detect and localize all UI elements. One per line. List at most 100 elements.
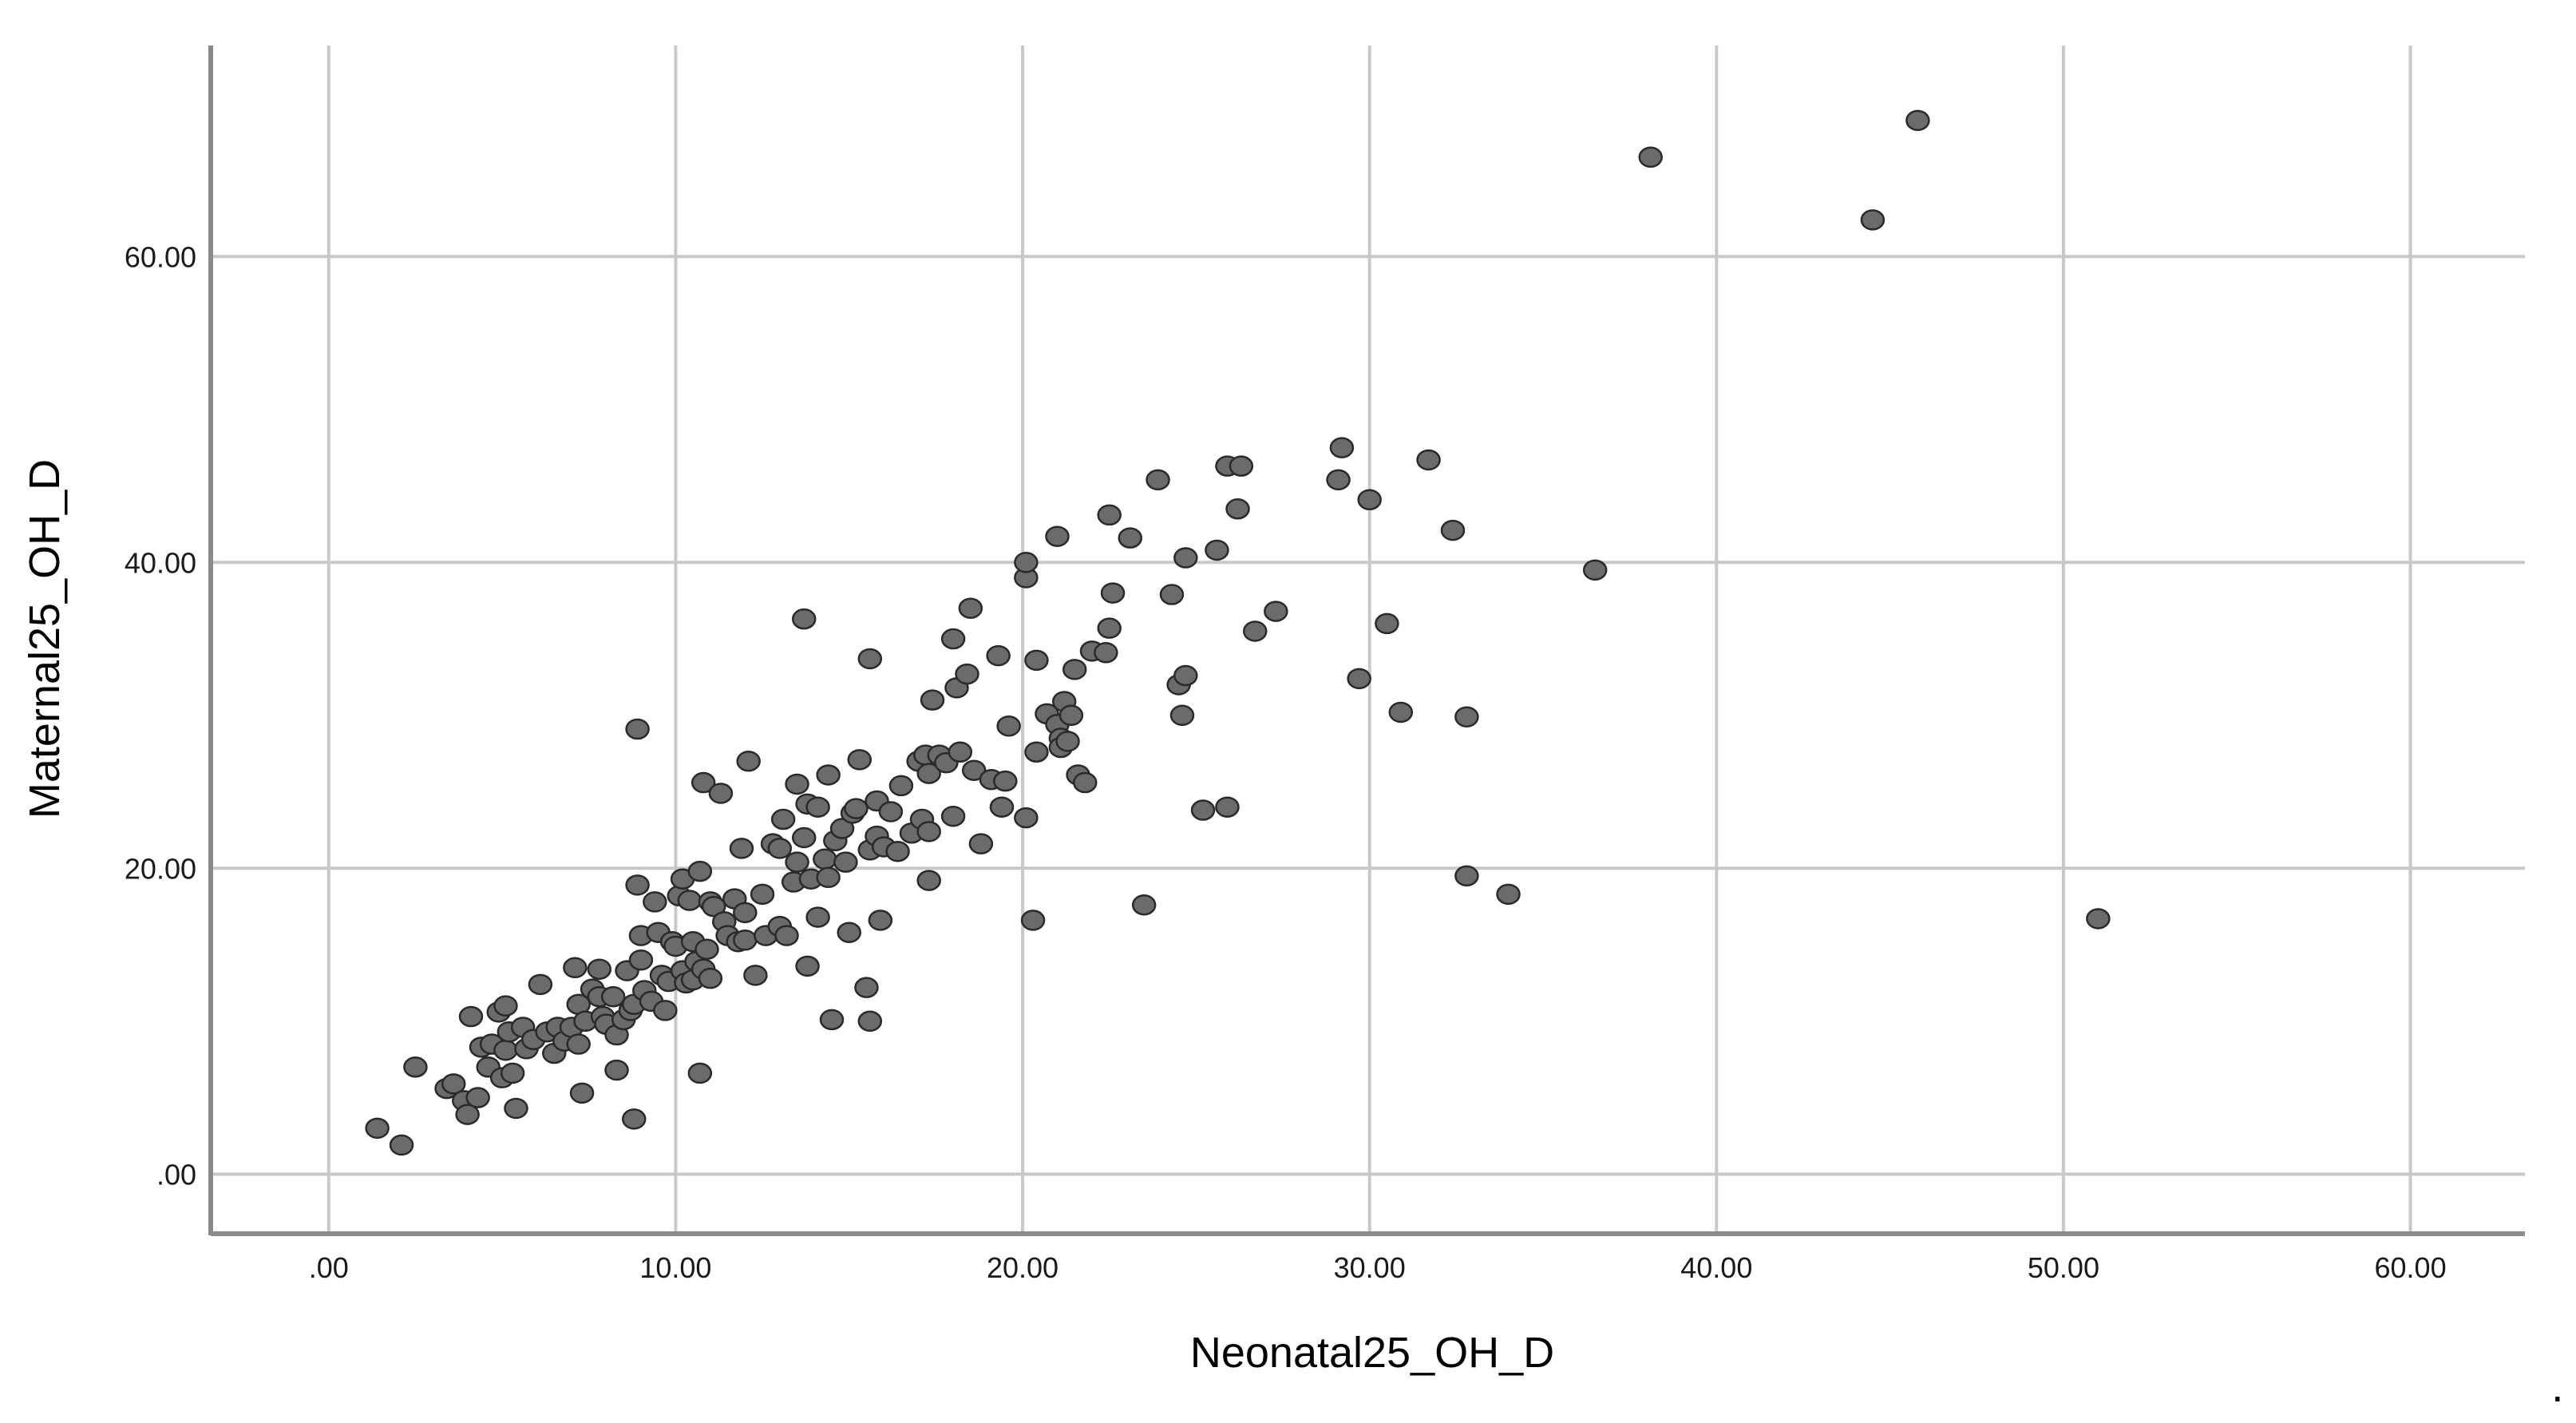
scatter-point xyxy=(701,895,726,918)
scatter-point xyxy=(1440,519,1466,541)
scatter-point xyxy=(1020,910,1046,931)
scatter-point xyxy=(1496,883,1521,906)
x-axis-label: Neonatal25_OH_D xyxy=(1190,1329,1554,1377)
scatter-point xyxy=(774,925,799,946)
x-tick-label: 40.00 xyxy=(1680,1251,1752,1284)
tick-labels: .00 10.00 20.00 30.00 40.00 50.00 60.00 .00 20.0… xyxy=(125,240,2447,1284)
y-tick-label: 20.00 xyxy=(125,852,196,885)
scatter-point xyxy=(1638,146,1663,168)
scatter-point xyxy=(791,826,817,849)
scatter-point xyxy=(1190,799,1216,821)
scatter-point xyxy=(677,890,702,911)
scatter-point xyxy=(916,870,941,891)
scatter-point xyxy=(868,910,893,931)
scatter-point xyxy=(653,1000,678,1021)
scatter-point xyxy=(604,1059,629,1081)
scatter-point xyxy=(1326,469,1351,491)
grid-lines xyxy=(211,46,2525,1234)
scatter-point xyxy=(1388,701,1414,723)
scatter-point xyxy=(1131,894,1157,916)
scatter-point xyxy=(996,715,1021,737)
scatter-point xyxy=(837,922,861,943)
scatter-point xyxy=(625,874,650,896)
scatter-point xyxy=(857,1010,883,1033)
scatter-point xyxy=(458,1005,484,1028)
scatter-point xyxy=(816,866,841,889)
scatter-point xyxy=(743,965,768,986)
scatter-point xyxy=(733,930,758,951)
scatter-point xyxy=(1264,601,1288,622)
scatter-point xyxy=(844,798,869,819)
scatter-point xyxy=(566,1033,591,1055)
y-tick-label: .00 xyxy=(156,1158,196,1191)
trailing-mark: . xyxy=(2551,1361,2564,1411)
scatter-point xyxy=(643,891,667,913)
scatter-point xyxy=(1347,668,1371,690)
scatter-point xyxy=(493,995,518,1017)
scatter-point xyxy=(940,628,966,650)
scatter-point xyxy=(1173,664,1198,687)
scatter-point xyxy=(465,1087,490,1108)
scatter-point xyxy=(1024,741,1049,763)
scatter-point xyxy=(1073,771,1098,794)
scatter-point xyxy=(805,906,830,928)
scatter-point xyxy=(916,763,941,784)
scatter-point xyxy=(955,663,979,685)
scatter-point xyxy=(733,902,758,924)
scatter-point xyxy=(441,1073,466,1095)
scatter-point xyxy=(625,718,650,740)
scatter-point xyxy=(1045,525,1070,547)
scatter-point xyxy=(1024,649,1049,672)
x-tick-label: 20.00 xyxy=(987,1251,1058,1284)
scatter-point xyxy=(878,801,904,822)
scatter-point xyxy=(500,1062,525,1084)
scatter-point xyxy=(986,644,1011,667)
scatter-point xyxy=(1375,612,1399,635)
scatter-point xyxy=(708,783,734,804)
scatter-point xyxy=(1014,552,1039,573)
scatter-point xyxy=(1357,489,1382,511)
x-tick-label: 30.00 xyxy=(1334,1251,1406,1284)
scatter-point xyxy=(690,771,716,794)
scatter-point xyxy=(857,648,883,670)
scatter-point xyxy=(622,1108,647,1130)
scatter-point xyxy=(993,770,1018,792)
scatter-point xyxy=(961,759,987,781)
x-tick-label: 50.00 xyxy=(2028,1251,2099,1284)
scatter-point xyxy=(1582,559,1608,581)
x-tick-label: 60.00 xyxy=(2375,1251,2447,1284)
scatter-point xyxy=(1094,642,1118,664)
scatter-point xyxy=(750,883,775,906)
scatter-point xyxy=(948,741,973,763)
scatter-point xyxy=(1242,620,1268,642)
scatter-point xyxy=(687,1062,713,1084)
scatter-point xyxy=(1215,796,1240,818)
scatter-point xyxy=(989,796,1015,818)
scatter-point xyxy=(1860,209,1886,231)
scatter-point xyxy=(819,1009,845,1031)
scatter-point xyxy=(958,597,983,619)
scatter-point xyxy=(587,958,612,980)
scatter-point xyxy=(1205,539,1229,561)
scatter-point xyxy=(785,851,809,873)
scatter-point xyxy=(1454,865,1479,887)
data-points xyxy=(365,109,2111,1156)
scatter-point xyxy=(1416,449,1441,471)
scatter-point xyxy=(493,1039,518,1061)
scatter-point xyxy=(1329,437,1355,458)
scatter-point xyxy=(1058,704,1084,727)
scatter-point xyxy=(1159,584,1185,605)
scatter-point xyxy=(847,749,873,771)
scatter-point xyxy=(829,818,855,839)
scatter-point xyxy=(600,985,626,1008)
scatter-point xyxy=(1062,659,1087,680)
scatter-point xyxy=(1014,807,1039,829)
scatter-point xyxy=(854,977,879,998)
scatter-point xyxy=(968,833,994,854)
scatter-point xyxy=(1146,469,1170,491)
scatter-point xyxy=(791,608,817,630)
scatter-point xyxy=(365,1117,390,1140)
scatter-point xyxy=(504,1097,528,1120)
